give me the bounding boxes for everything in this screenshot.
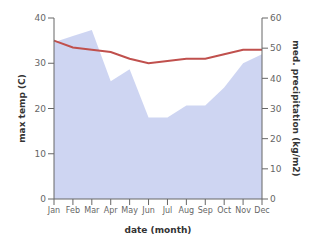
- svg-text:30: 30: [270, 104, 282, 114]
- svg-text:Nov: Nov: [235, 206, 251, 215]
- svg-text:Sep: Sep: [198, 206, 213, 215]
- svg-text:Dec: Dec: [254, 206, 269, 215]
- svg-text:Jul: Jul: [162, 206, 173, 215]
- svg-text:date (month): date (month): [125, 225, 192, 235]
- svg-text:40: 40: [35, 13, 47, 23]
- svg-text:20: 20: [35, 104, 47, 114]
- svg-text:Jun: Jun: [141, 206, 155, 215]
- svg-text:60: 60: [270, 13, 282, 23]
- svg-text:Mar: Mar: [84, 206, 100, 215]
- svg-text:50: 50: [270, 43, 282, 53]
- svg-text:0: 0: [270, 194, 276, 204]
- svg-text:Feb: Feb: [66, 206, 80, 215]
- svg-text:0: 0: [40, 194, 46, 204]
- svg-text:max temp (C): max temp (C): [17, 74, 27, 143]
- svg-text:30: 30: [35, 58, 47, 68]
- svg-text:20: 20: [270, 134, 282, 144]
- svg-text:May: May: [121, 206, 138, 215]
- svg-text:Aug: Aug: [179, 206, 195, 215]
- svg-text:med. precipitation (kg/m2): med. precipitation (kg/m2): [291, 40, 301, 176]
- svg-text:10: 10: [270, 164, 282, 174]
- svg-text:Oct: Oct: [217, 206, 231, 215]
- svg-text:Jan: Jan: [47, 206, 60, 215]
- svg-text:Apr: Apr: [104, 206, 119, 215]
- svg-text:40: 40: [270, 74, 282, 84]
- svg-text:10: 10: [35, 149, 47, 159]
